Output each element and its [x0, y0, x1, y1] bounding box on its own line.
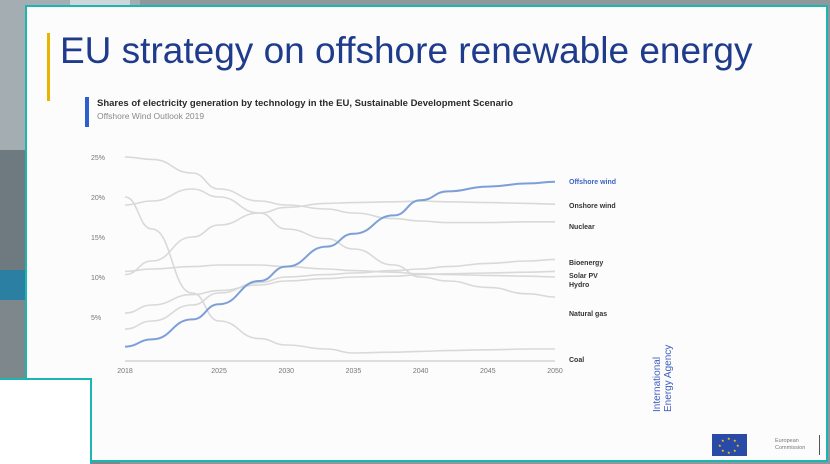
line-chart: 5% 10% 15% 20% 25% 2018 2025 2030 2035 2040 2045 20…: [91, 155, 616, 375]
x-tick-label: 2045: [480, 368, 496, 375]
y-tick-label: 15%: [91, 235, 105, 242]
series-label-onshore-wind: Onshore wind: [569, 203, 616, 210]
chart-title: Shares of electricity generation by tech…: [97, 98, 513, 109]
series-label-coal: Coal: [569, 357, 584, 364]
eu-flag-logo: ★ ★ ★ ★ ★ ★ ★ ★: [712, 434, 747, 456]
chart-accent-bar: [85, 97, 89, 127]
x-tick-label: 2040: [413, 368, 429, 375]
source-label: International Energy Agency: [652, 345, 674, 412]
footer-divider: [819, 435, 820, 455]
source-label-line1: International: [652, 356, 663, 412]
y-tick-label: 10%: [91, 275, 105, 282]
series-line-natural-gas: [124, 188, 556, 298]
series-label-nuclear: Nuclear: [569, 224, 595, 231]
series-label-natural-gas: Natural gas: [569, 311, 607, 318]
series-line-solar-pv: [124, 270, 556, 314]
series-line-coal: [124, 196, 555, 354]
y-tick-label: 20%: [91, 195, 105, 202]
series-line-nuclear: [124, 156, 555, 224]
eu-label-line1: European: [775, 438, 799, 444]
series-label-offshore-wind: Offshore wind: [569, 179, 616, 186]
x-tick-label: 2025: [211, 368, 227, 375]
y-tick-label: 25%: [91, 155, 105, 162]
x-tick-label: 2050: [547, 368, 563, 375]
eu-commission-label: European Commission: [775, 438, 805, 452]
series-label-hydro: Hydro: [569, 282, 589, 289]
presentation-slide: EU strategy on offshore renewable energy…: [25, 5, 828, 462]
x-tick-label: 2035: [346, 368, 362, 375]
source-label-line2: Energy Agency: [663, 344, 674, 412]
eu-label-line2: Commission: [775, 445, 806, 451]
x-tick-label: 2030: [278, 368, 294, 375]
chart-subtitle: Offshore Wind Outlook 2019: [97, 111, 205, 121]
series-line-onshore-wind: [124, 200, 556, 276]
series-line-hydro: [124, 264, 556, 278]
series-label-bioenergy: Bioenergy: [569, 260, 603, 267]
y-tick-label: 5%: [91, 315, 101, 322]
slide-title: EU strategy on offshore renewable energy: [60, 30, 753, 71]
series-line-bioenergy: [124, 258, 556, 330]
series-line-offshore-wind: [124, 180, 556, 348]
x-tick-label: 2018: [117, 368, 133, 375]
inset-panel: [0, 378, 92, 464]
title-accent-bar: [47, 33, 50, 101]
series-label-solar-pv: Solar PV: [569, 273, 598, 280]
